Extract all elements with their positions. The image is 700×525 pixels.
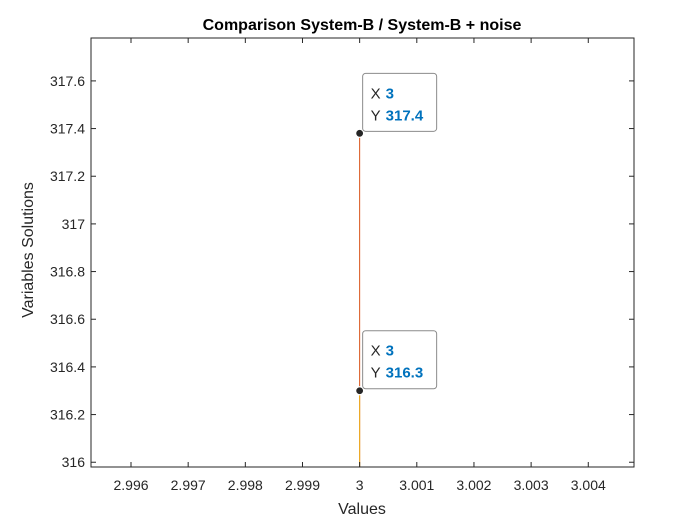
datatip-x-value: 3 — [386, 85, 394, 102]
datatip-y-value: 316.3 — [386, 365, 424, 382]
x-tick-label: 3.003 — [514, 477, 549, 493]
y-tick-label: 317.4 — [50, 121, 85, 137]
datatips-layer[interactable]: X 3Y 317.4X 3Y 316.3 — [355, 72, 438, 396]
axes[interactable]: 2.996 2.997 2.998 2.999 3 3.001 3.002 3.003 3.00… — [50, 37, 635, 493]
axes-box — [90, 37, 635, 468]
x-tick-label: 2.997 — [171, 477, 206, 493]
x-tick-label: 3.002 — [456, 477, 491, 493]
y-tick-label: 316.2 — [50, 407, 85, 423]
datatip-y-key: Y — [371, 365, 381, 382]
datatip-x-value: 3 — [386, 343, 394, 360]
y-tick-label: 316 — [62, 454, 86, 470]
y-tick-label: 316.8 — [50, 264, 85, 280]
datatip-marker[interactable] — [355, 128, 365, 138]
x-axis-label: Values — [338, 501, 386, 518]
datatip-box — [362, 72, 438, 132]
x-tick-label: 3.004 — [571, 477, 606, 493]
y-tick-label: 317.6 — [50, 73, 85, 89]
datatip-y-key: Y — [371, 107, 381, 124]
x-tick-label: 3.001 — [399, 477, 434, 493]
datatip-x-key: X — [371, 343, 381, 360]
y-tick-label: 317 — [62, 216, 86, 232]
y-tick-label: 316.4 — [50, 359, 85, 375]
x-tick-label: 2.996 — [113, 477, 148, 493]
y-axis-label: Variables Solutions — [20, 182, 37, 318]
y-axis-ticks: 316 316.2 316.4 316.6 316.8 317 317.2 317.4 317.… — [50, 73, 634, 470]
datatip-box — [362, 330, 438, 390]
x-tick-label: 3 — [356, 477, 364, 493]
y-tick-label: 316.6 — [50, 311, 85, 327]
datatip-2[interactable]: X 3Y 316.3 — [355, 330, 438, 396]
x-tick-label: 2.999 — [285, 477, 320, 493]
chart-title: Comparison System-B / System-B + noise — [203, 17, 522, 34]
datatip-marker[interactable] — [355, 386, 365, 396]
x-axis-ticks: 2.996 2.997 2.998 2.999 3 3.001 3.002 3.003 3.00… — [113, 38, 606, 493]
x-tick-label: 2.998 — [228, 477, 263, 493]
y-tick-label: 317.2 — [50, 168, 85, 184]
datatip-x-key: X — [371, 85, 381, 102]
datatip-1[interactable]: X 3Y 317.4 — [355, 72, 438, 138]
datatip-y-value: 317.4 — [386, 107, 424, 124]
